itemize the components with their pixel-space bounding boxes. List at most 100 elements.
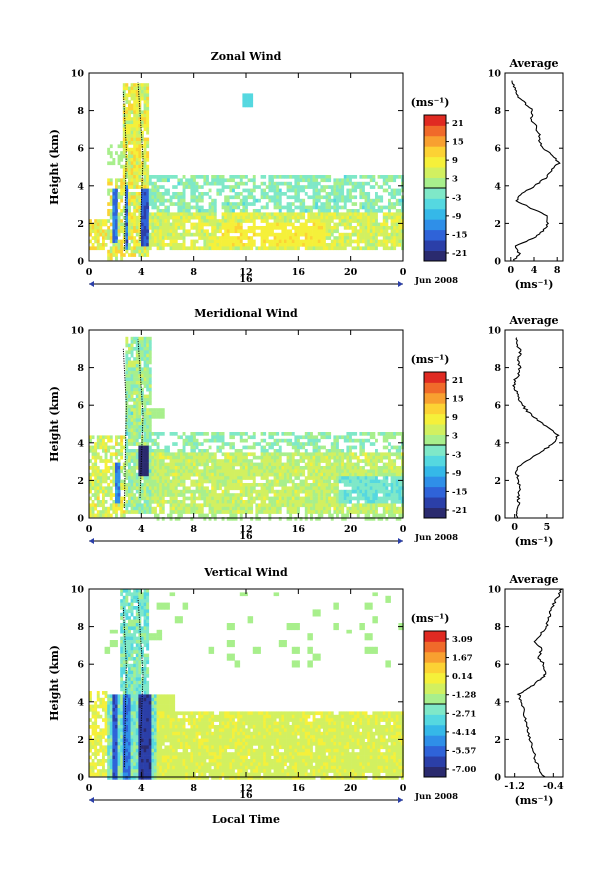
heatmap-cell: [169, 452, 173, 457]
heatmap-cell: [346, 493, 350, 497]
heatmap-cell: [273, 455, 277, 460]
heatmap-cell: [99, 459, 103, 463]
heatmap-cell: [273, 500, 277, 504]
heatmap-cell: [117, 222, 121, 227]
heatmap-cell: [351, 181, 355, 186]
heatmap-cell: [128, 449, 131, 453]
heatmap-cell: [164, 483, 168, 487]
heatmap-cell: [310, 500, 313, 504]
heatmap-cell: [336, 236, 339, 240]
heatmap-cell: [203, 513, 207, 518]
heatmap-cell: [122, 435, 126, 440]
heatmap-cell: [260, 236, 264, 240]
heatmap-cell: [133, 134, 137, 138]
heatmap-cell: [286, 438, 290, 443]
heatmap-cell: [247, 483, 251, 487]
heatmap-cell: [343, 181, 347, 186]
heatmap-cell: [112, 195, 116, 200]
heatmap-cell: [312, 232, 316, 237]
heatmap-cell: [109, 222, 113, 227]
heatmap-cell: [133, 404, 137, 409]
heatmap-cell: [276, 500, 280, 504]
heatmap-cell: [276, 496, 280, 501]
heatmap-cell: [180, 500, 183, 504]
heatmap-cell: [130, 83, 134, 87]
heatmap-cell: [273, 243, 277, 247]
heatmap-cell: [216, 449, 220, 453]
heatmap-cell: [138, 377, 142, 382]
heatmap-cell: [104, 479, 108, 484]
heatmap-cell: [130, 219, 134, 223]
heatmap-cell: [234, 486, 238, 491]
heatmap-cell: [120, 249, 124, 254]
heatmap-cell: [317, 452, 321, 457]
heatmap-cell: [286, 517, 290, 521]
heatmap-cell: [333, 195, 337, 200]
heatmap-cell: [284, 472, 287, 477]
heatmap-cell: [198, 229, 202, 234]
heatmap-cell: [317, 510, 321, 514]
heatmap-cell: [260, 243, 264, 247]
heatmap-cell: [354, 503, 358, 508]
heatmap-cell: [154, 408, 157, 412]
heatmap-cell: [245, 510, 248, 514]
heatmap-cell: [271, 506, 274, 511]
heatmap-cell: [263, 510, 267, 514]
heatmap-cell: [336, 449, 339, 453]
heatmap-cell: [128, 103, 131, 108]
heatmap-cell: [117, 493, 121, 497]
heatmap-cell: [180, 452, 183, 457]
heatmap-cell: [164, 209, 168, 213]
heatmap-cell: [338, 496, 342, 501]
heatmap-cell: [120, 188, 124, 193]
heatmap-cell: [323, 493, 326, 497]
heatmap-cell: [133, 411, 137, 416]
heatmap-cell: [375, 239, 378, 244]
heatmap-cell: [320, 209, 324, 213]
heatmap-cell: [284, 192, 287, 196]
y-tick-label: 10: [71, 69, 85, 80]
heatmap-cell: [271, 472, 274, 477]
heatmap-cell: [125, 432, 129, 436]
heatmap-cell: [221, 445, 225, 450]
heatmap-cell: [260, 510, 264, 514]
heatmap-cell: [356, 181, 360, 186]
heatmap-cell: [325, 202, 329, 206]
heatmap-cell: [333, 500, 337, 504]
heatmap-cell: [247, 202, 251, 206]
heatmap-cell: [213, 239, 217, 244]
heatmap-cell: [161, 503, 165, 508]
heatmap-cell: [221, 178, 225, 183]
heatmap-cell: [143, 154, 147, 159]
heatmap-cell: [172, 472, 176, 477]
heatmap-cell: [297, 198, 300, 203]
heatmap-cell: [120, 469, 124, 474]
heatmap-cell: [94, 506, 98, 511]
heatmap-cell: [146, 205, 150, 210]
heatmap-cell: [224, 226, 228, 230]
heatmap-cell: [276, 452, 280, 457]
heatmap-cell: [388, 232, 391, 237]
heatmap-cell: [195, 222, 199, 227]
heatmap-cell: [89, 510, 92, 514]
average-x-tick-label: 4: [531, 265, 538, 276]
heatmap-cell: [237, 222, 241, 227]
heatmap-cell: [198, 489, 202, 494]
heatmap-cell: [128, 394, 131, 399]
heatmap-cell: [250, 103, 254, 108]
heatmap-cell: [265, 479, 269, 484]
heatmap-cell: [369, 500, 373, 504]
colorbar-swatch: [424, 208, 446, 220]
heatmap-cell: [294, 195, 298, 200]
heatmap-cell: [276, 236, 280, 240]
heatmap-cell: [177, 192, 181, 196]
heatmap-cell: [372, 493, 376, 497]
heatmap-cell: [141, 370, 144, 375]
heatmap-cell: [263, 466, 267, 470]
heatmap-cell: [187, 215, 191, 220]
heatmap-cell: [336, 209, 339, 213]
heatmap-cell: [343, 513, 347, 518]
heatmap-cell: [130, 164, 134, 169]
heatmap-cell: [128, 202, 131, 206]
heatmap-cell: [219, 229, 222, 234]
